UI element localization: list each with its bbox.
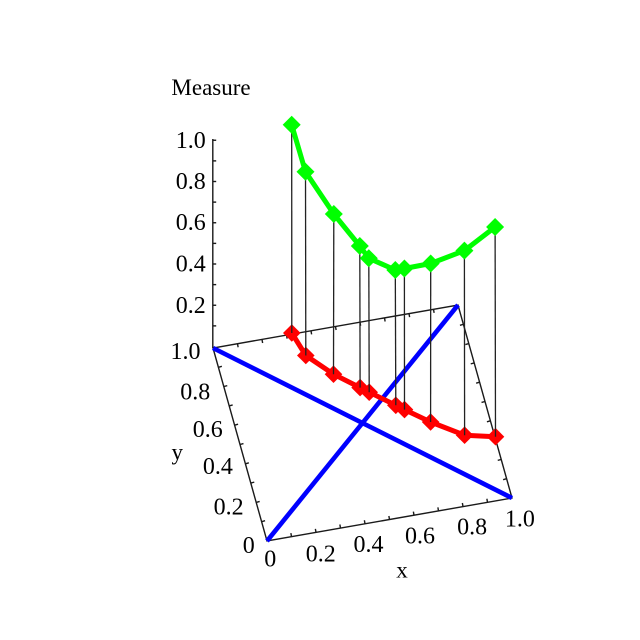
svg-text:0.2: 0.2 [176, 293, 206, 319]
svg-text:0.6: 0.6 [193, 417, 223, 443]
svg-text:0: 0 [243, 533, 255, 559]
svg-text:0.4: 0.4 [203, 454, 233, 480]
svg-text:0.6: 0.6 [405, 524, 435, 550]
svg-text:x: x [396, 558, 408, 583]
svg-text:0.8: 0.8 [180, 379, 210, 405]
svg-text:1.0: 1.0 [176, 128, 206, 154]
svg-text:0.8: 0.8 [457, 515, 487, 541]
svg-text:0.2: 0.2 [306, 541, 336, 567]
svg-text:Measure: Measure [171, 75, 250, 100]
svg-text:y: y [171, 439, 183, 464]
svg-text:0.8: 0.8 [176, 169, 206, 195]
svg-text:1.0: 1.0 [171, 339, 201, 365]
svg-text:0.4: 0.4 [176, 252, 206, 278]
svg-text:1.0: 1.0 [505, 507, 535, 533]
svg-text:0: 0 [264, 547, 276, 573]
svg-text:0.6: 0.6 [176, 210, 206, 236]
svg-text:0.4: 0.4 [354, 532, 384, 558]
svg-text:0.2: 0.2 [214, 494, 244, 520]
